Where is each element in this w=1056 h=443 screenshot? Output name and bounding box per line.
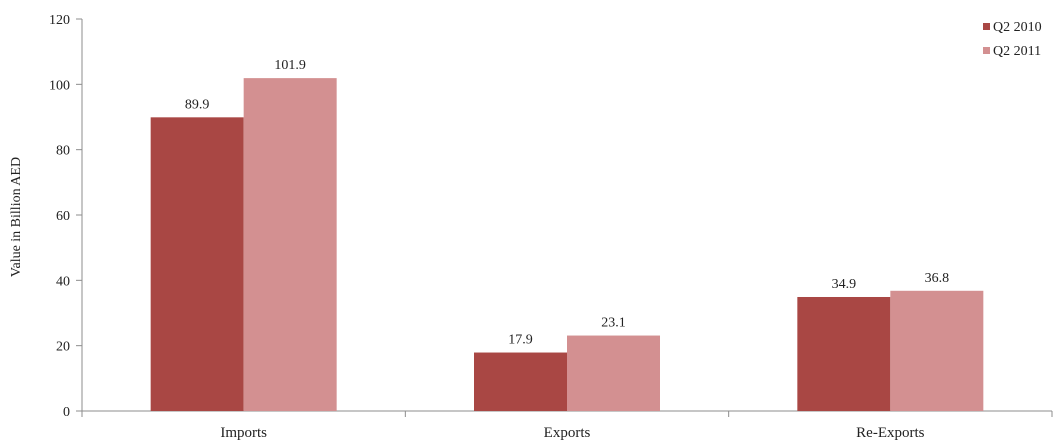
- legend: Q2 2010 Q2 2011: [983, 20, 1042, 59]
- bar: [150, 117, 244, 412]
- bar-value-label: 89.9: [185, 97, 210, 112]
- legend-swatch: [983, 23, 990, 30]
- x-category-label: Re-Exports: [856, 425, 924, 441]
- x-axis: Imports Exports Re-Exports: [81, 410, 1053, 441]
- bar: [890, 290, 984, 411]
- bar: [797, 296, 891, 411]
- bar: [243, 78, 337, 412]
- bar: [474, 352, 567, 411]
- legend-label: Q2 2010: [993, 20, 1042, 35]
- y-tick-label: 60: [56, 209, 70, 224]
- y-axis: 0 20 40 60 80 100 120: [49, 13, 83, 420]
- y-tick-label: 100: [49, 78, 70, 93]
- x-category-label: Imports: [220, 425, 267, 441]
- y-tick-label: 120: [49, 13, 70, 28]
- bar-value-label: 23.1: [601, 316, 626, 331]
- y-tick-label: 20: [56, 340, 70, 355]
- y-tick-label: 0: [63, 405, 70, 420]
- bar: [567, 335, 660, 411]
- bar-value-label: 34.9: [832, 277, 857, 292]
- bars: [150, 78, 984, 412]
- legend-label: Q2 2011: [993, 44, 1041, 59]
- y-tick-label: 80: [56, 144, 70, 159]
- x-category-label: Exports: [544, 425, 591, 441]
- data-labels: 89.9 101.9 17.9 23.1 34.9 36.8: [185, 58, 949, 347]
- bar-value-label: 17.9: [508, 333, 533, 348]
- y-tick-label: 40: [56, 274, 70, 289]
- bar-value-label: 36.8: [925, 271, 950, 286]
- y-axis-title: Value in Billion AED: [9, 157, 24, 277]
- bar-value-label: 101.9: [274, 58, 306, 73]
- legend-swatch: [983, 47, 990, 54]
